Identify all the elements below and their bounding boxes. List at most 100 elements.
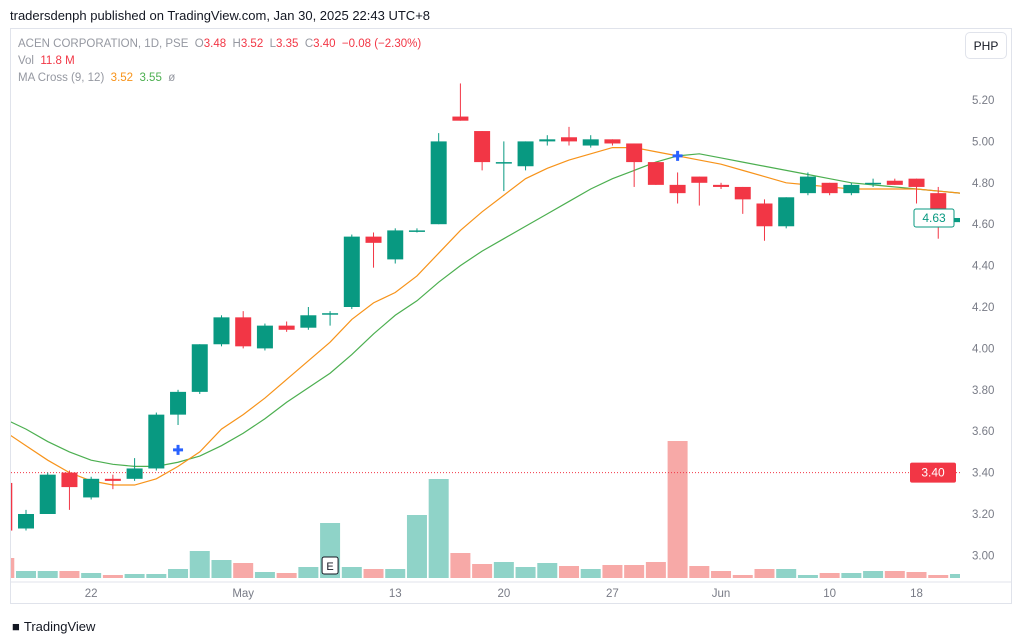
symbol-name[interactable]: ACEN CORPORATION, 1D, PSE — [18, 38, 189, 50]
volume-bar — [385, 569, 406, 578]
volume-bar — [515, 567, 536, 578]
candle-body — [582, 139, 599, 146]
earnings-marker-label: E — [326, 561, 333, 573]
vol-value: 11.8 M — [40, 55, 75, 67]
candle-body — [235, 317, 252, 347]
candle-body — [604, 139, 621, 144]
candle-body — [322, 313, 339, 315]
volume-bar — [146, 574, 167, 578]
y-tick-label: 3.40 — [972, 468, 994, 480]
candle-body — [278, 325, 295, 330]
volume-row: Vol 11.8 M — [18, 53, 421, 70]
candle-body — [365, 236, 382, 243]
y-tick-label: 4.20 — [972, 302, 994, 314]
y-tick-label: 3.60 — [972, 426, 994, 438]
candle-body — [104, 478, 121, 481]
y-tick-label: 3.20 — [972, 509, 994, 521]
candle-body — [430, 141, 447, 225]
footer-logo[interactable]: ■ TradingView — [12, 619, 95, 634]
volume-bar — [949, 574, 960, 578]
high-value: 3.52 — [240, 38, 264, 50]
volume-bar — [906, 572, 927, 578]
volume-bar — [537, 563, 558, 578]
candle-body — [951, 217, 960, 223]
chart-frame[interactable] — [10, 28, 1012, 604]
candle-body — [343, 236, 360, 307]
vol-label: Vol — [18, 55, 34, 67]
volume-bar — [298, 567, 319, 578]
volume-bar — [406, 515, 427, 578]
candle-body — [387, 230, 404, 260]
candle-body — [691, 176, 708, 183]
candle-body — [256, 325, 273, 349]
candle-body — [61, 472, 78, 488]
volume-bar — [667, 441, 688, 578]
ma-slow-value: 3.55 — [139, 72, 162, 84]
chart-legend: ACEN CORPORATION, 1D, PSE O3.48 H3.52 L3… — [18, 36, 421, 87]
candle-body — [83, 478, 100, 498]
candle-body — [18, 514, 34, 529]
price-line-label: 3.40 — [921, 466, 945, 480]
candle-body — [778, 197, 795, 227]
ma-row: MA Cross (9, 12) 3.52 3.55 ø — [18, 70, 421, 87]
volume-bar — [472, 564, 493, 578]
low-label: L — [269, 38, 277, 50]
ma-label[interactable]: MA Cross (9, 12) — [18, 72, 105, 84]
tradingview-logo-icon: ■ — [12, 619, 20, 634]
candle-body — [213, 317, 230, 345]
candle-body — [11, 482, 13, 531]
volume-bar — [493, 562, 514, 578]
ohlc-row: ACEN CORPORATION, 1D, PSE O3.48 H3.52 L3… — [18, 36, 421, 53]
x-tick-label: 10 — [823, 588, 836, 600]
candle-body — [865, 182, 882, 185]
ma-cross-icon — [672, 150, 683, 161]
candle-body — [452, 116, 469, 121]
change-value: −0.08 (−2.30%) — [341, 38, 422, 50]
y-tick-label: 4.60 — [972, 219, 994, 231]
candle-body — [39, 474, 56, 514]
currency-button[interactable]: PHP — [965, 32, 1007, 59]
volume-bar — [363, 569, 384, 578]
volume-bar — [732, 575, 753, 578]
volume-bar — [754, 569, 775, 578]
y-tick-label: 4.00 — [972, 343, 994, 355]
candle-body — [474, 131, 491, 163]
volume-bar — [624, 565, 645, 578]
y-tick-label: 5.00 — [972, 136, 994, 148]
volume-bar — [711, 571, 732, 578]
candle-body — [756, 203, 773, 227]
candle-body — [886, 180, 903, 185]
open-label: O — [194, 38, 204, 50]
volume-bar — [37, 571, 58, 578]
y-tick-label: 5.20 — [972, 95, 994, 107]
volume-bar — [602, 565, 623, 578]
plot-area: E — [11, 83, 960, 578]
last-price-badge — [913, 208, 955, 228]
volume-bar — [81, 573, 102, 578]
candle-body — [191, 344, 208, 392]
candle-body — [517, 141, 534, 167]
volume-bar — [189, 551, 210, 578]
x-tick-label: 20 — [497, 588, 510, 600]
candle-body — [408, 230, 425, 232]
volume-bar — [254, 572, 275, 578]
candle-body — [843, 184, 860, 194]
candle-body — [669, 184, 686, 194]
y-tick-label: 4.80 — [972, 178, 994, 190]
last-price-label: 4.63 — [922, 211, 946, 225]
price-line-badge — [910, 462, 956, 483]
candle-body — [300, 315, 317, 328]
volume-bar — [580, 569, 601, 578]
volume-bar — [124, 574, 145, 578]
volume-bar — [841, 573, 862, 578]
x-tick-label: Jun — [712, 588, 731, 600]
volume-bar — [168, 569, 189, 578]
x-tick-label: 18 — [910, 588, 923, 600]
high-label: H — [232, 38, 241, 50]
volume-bar — [797, 575, 818, 578]
brand-name: TradingView — [23, 619, 96, 634]
volume-bar — [276, 573, 297, 578]
y-tick-label: 4.40 — [972, 261, 994, 273]
candle-body — [799, 176, 816, 194]
